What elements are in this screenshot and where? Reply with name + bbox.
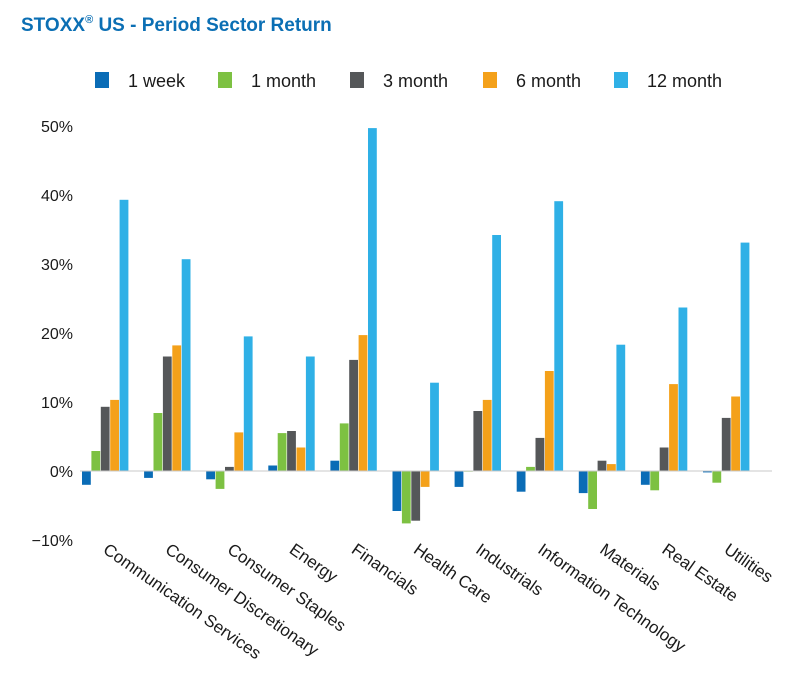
bar-utilities-1-week [703, 471, 712, 473]
bar-energy-1-week [268, 465, 278, 471]
bar-financials-12-month [368, 128, 377, 471]
bar-materials-12-month [616, 344, 626, 471]
bar-real-estate-1-week [640, 471, 650, 485]
bar-health-care-12-month [430, 382, 439, 471]
x-category-label-energy: Energy [286, 540, 341, 587]
legend-label-1-week: 1 week [128, 71, 186, 91]
bar-industrials-3-month [473, 411, 483, 471]
y-tick-label: 50% [41, 119, 73, 136]
bar-communication-services-12-month [119, 199, 129, 472]
legend-swatch-12-month [614, 72, 628, 88]
legend-swatch-1-month [218, 72, 232, 88]
bar-materials-1-month [588, 471, 597, 509]
bar-consumer-discretionary-12-month [181, 259, 191, 471]
bar-industrials-6-month [482, 399, 492, 471]
y-tick-label: 10% [41, 395, 73, 412]
bar-utilities-3-month [721, 417, 731, 471]
bar-energy-3-month [287, 431, 296, 471]
y-tick-label: −10% [32, 533, 73, 550]
y-tick-label: 30% [41, 257, 73, 274]
bar-health-care-3-month [411, 471, 421, 521]
bar-real-estate-12-month [678, 307, 688, 471]
bar-health-care-1-week [392, 471, 402, 511]
bar-materials-3-month [597, 460, 607, 471]
bar-financials-3-month [349, 359, 358, 471]
bar-consumer-discretionary-3-month [162, 356, 172, 471]
legend-label-1-month: 1 month [251, 71, 316, 91]
bar-information-technology-1-month [526, 466, 535, 471]
bar-consumer-staples-1-week [206, 471, 215, 480]
bar-communication-services-1-month [91, 451, 101, 471]
bar-energy-6-month [296, 447, 306, 471]
bar-health-care-6-month [420, 471, 430, 487]
bar-information-technology-1-week [516, 471, 526, 492]
legend-swatch-3-month [350, 72, 364, 88]
chart-title-reg-mark: ® [85, 14, 94, 26]
y-tick-label: 40% [41, 188, 73, 205]
bar-consumer-discretionary-1-month [153, 413, 163, 471]
bar-real-estate-1-month [650, 471, 660, 491]
bar-financials-1-month [339, 423, 349, 471]
x-category-label-utilities: Utilities [721, 540, 777, 587]
bar-consumer-staples-6-month [234, 432, 244, 471]
legend-label-6-month: 6 month [516, 71, 581, 91]
y-tick-label: 20% [41, 326, 73, 343]
bar-materials-1-week [578, 471, 588, 494]
bar-financials-1-week [330, 460, 340, 471]
bar-industrials-12-month [492, 235, 501, 471]
bar-utilities-6-month [731, 396, 740, 471]
y-axis: 50% 40% 30% 20% 10% 0% −10% [32, 119, 73, 550]
bar-consumer-staples-12-month [243, 336, 253, 471]
bar-information-technology-6-month [544, 371, 554, 471]
x-category-label-financials: Financials [348, 540, 422, 599]
legend-swatch-6-month [483, 72, 497, 88]
bar-consumer-discretionary-1-week [144, 471, 153, 478]
bar-health-care-1-month [401, 471, 411, 524]
bar-utilities-1-month [712, 471, 722, 483]
bar-industrials-1-week [454, 471, 464, 487]
bar-consumer-discretionary-6-month [172, 345, 182, 471]
bar-utilities-12-month [740, 242, 750, 471]
bar-consumer-staples-1-month [215, 471, 225, 489]
chart-title-rest: US - Period Sector Return [93, 15, 332, 36]
plot-area [80, 128, 772, 524]
y-tick-label: 0% [50, 464, 73, 481]
legend-label-3-month: 3 month [383, 71, 448, 91]
bar-communication-services-1-week [82, 471, 91, 485]
bar-communication-services-3-month [100, 406, 110, 471]
legend: 1 week 1 month 3 month 6 month 12 month [95, 71, 722, 91]
bar-consumer-staples-3-month [225, 466, 234, 471]
legend-swatch-1-week [95, 72, 109, 88]
bar-information-technology-3-month [535, 437, 545, 471]
bar-information-technology-12-month [554, 201, 564, 471]
bar-real-estate-6-month [669, 384, 678, 471]
bar-real-estate-3-month [659, 447, 669, 471]
legend-label-12-month: 12 month [647, 71, 722, 91]
bar-energy-1-month [277, 433, 287, 471]
bar-communication-services-6-month [110, 399, 119, 471]
chart-title: STOXX® US - Period Sector Return [21, 14, 332, 37]
bar-materials-6-month [607, 464, 616, 471]
bar-energy-12-month [305, 356, 315, 471]
chart-title-brand: STOXX [21, 15, 86, 36]
bar-financials-6-month [358, 335, 368, 471]
